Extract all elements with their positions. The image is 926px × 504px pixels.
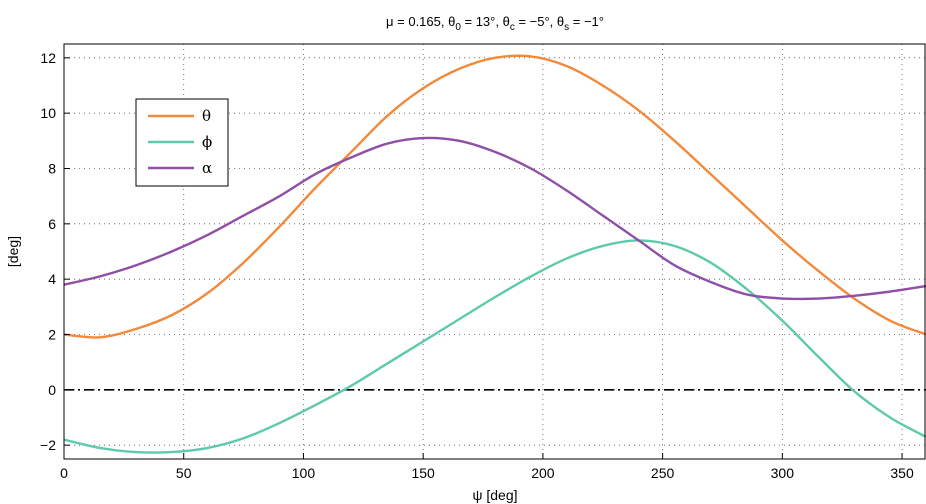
x-tick-label: 50 <box>176 465 192 481</box>
x-tick-label: 350 <box>890 465 914 481</box>
title-subscript: s <box>564 22 569 33</box>
legend-label-alpha: α <box>202 159 212 177</box>
y-tick-label: 6 <box>48 216 56 232</box>
y-tick-label: 4 <box>48 271 56 287</box>
chart-title: μ = 0.165, θ0 = 13°, θc = −5°, θs = −1° <box>386 14 604 33</box>
title-segment: = −5°, θ <box>515 14 564 29</box>
y-tick-label: 0 <box>48 382 56 398</box>
title-segment: μ = 0.165, θ <box>386 14 455 29</box>
y-tick-label: 12 <box>40 50 56 66</box>
plot-frame <box>63 43 926 460</box>
legend: θϕα <box>135 98 229 187</box>
x-axis-label: ψ [deg] <box>472 487 517 503</box>
series-line-phi <box>63 239 926 454</box>
legend-label-phi: ϕ <box>202 133 212 151</box>
y-axis-label: [deg] <box>5 236 21 267</box>
title-segment: = −1° <box>569 14 604 29</box>
y-tick-label: 10 <box>40 105 56 121</box>
x-tick-label: 200 <box>531 465 555 481</box>
legend-label-theta: θ <box>202 107 211 125</box>
y-tick-label: −2 <box>40 437 56 453</box>
x-tick-label: 300 <box>771 465 795 481</box>
y-tick-label: 8 <box>48 161 56 177</box>
x-tick-label: 0 <box>60 465 68 481</box>
y-tick-label: 2 <box>48 327 56 343</box>
grid-lines <box>64 44 926 459</box>
series-line-theta <box>63 54 926 339</box>
title-subscript: 0 <box>455 22 461 33</box>
title-segment: = 13°, θ <box>461 14 510 29</box>
series-line-alpha <box>63 136 926 301</box>
series-lines <box>63 54 926 454</box>
x-tick-label: 250 <box>651 465 675 481</box>
x-tick-label: 150 <box>411 465 435 481</box>
x-tick-label: 100 <box>292 465 316 481</box>
title-subscript: c <box>510 22 515 33</box>
